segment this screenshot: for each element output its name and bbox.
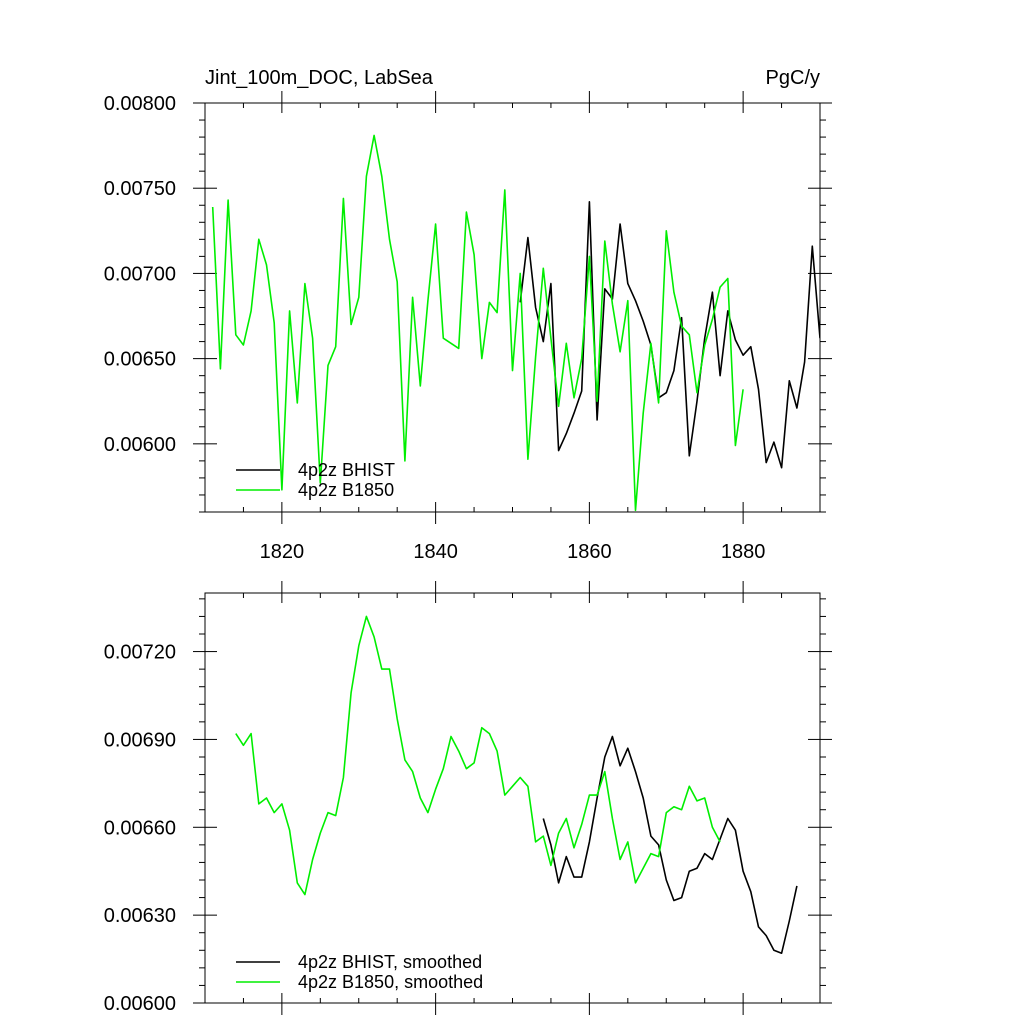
top-panel: 1820 1840 1860 1880 0.00600 0.00650 0.00700 0.0…	[104, 91, 832, 563]
y-tick-label: 0.00630	[104, 905, 176, 927]
legend-label: 4p2z BHIST, smoothed	[298, 952, 482, 972]
y-tick-label: 0.00650	[104, 349, 176, 371]
y-tick-label: 0.00800	[104, 93, 176, 115]
x-tick-label: 1880	[721, 541, 766, 563]
y-tick-label: 0.00600	[104, 993, 176, 1015]
y-tick-label: 0.00750	[104, 178, 176, 200]
y-tick-label: 0.00700	[104, 263, 176, 285]
x-tick-label: 1820	[260, 541, 305, 563]
y-tick-label: 0.00720	[104, 642, 176, 664]
legend-label: 4p2z B1850	[298, 480, 394, 500]
y-tick-label: 0.00660	[104, 817, 176, 839]
y-tick-label: 0.00600	[104, 434, 176, 456]
series-line	[235, 615, 721, 896]
plot-frame	[204, 102, 821, 513]
bottom-panel: 0.00600 0.00630 0.00660 0.00690 0.00720 4p2z …	[104, 581, 832, 1015]
x-tick-label: 1860	[567, 541, 612, 563]
plot-frame	[204, 592, 821, 1004]
y-tick-label: 0.00690	[104, 729, 176, 751]
series-line	[542, 735, 798, 955]
legend-label: 4p2z B1850, smoothed	[298, 972, 483, 992]
x-tick-label: 1840	[413, 541, 458, 563]
series-line	[211, 134, 744, 512]
chart-title: Jint_100m_DOC, LabSea	[205, 67, 434, 89]
series-line	[519, 201, 820, 469]
chart-units: PgC/y	[766, 67, 820, 89]
legend-label: 4p2z BHIST	[298, 460, 395, 480]
